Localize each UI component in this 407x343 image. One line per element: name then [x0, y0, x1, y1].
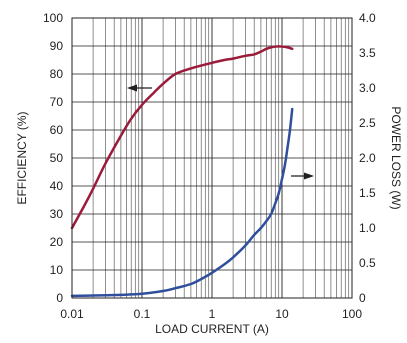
y-tick-label: 90 — [50, 39, 64, 53]
y2-tick-label: 2.0 — [359, 151, 376, 165]
power-loss-axis-arrow-head — [304, 172, 314, 180]
x-tick-label: 10 — [275, 307, 289, 321]
x-tick-label: 0.1 — [134, 307, 151, 321]
y2-axis-title: POWER LOSS (W) — [389, 106, 403, 209]
x-tick-label: 100 — [342, 307, 362, 321]
y-tick-label: 80 — [50, 67, 64, 81]
plot-frame — [71, 17, 353, 299]
y2-tick-label: 1.0 — [359, 221, 376, 235]
y2-tick-label: 3.5 — [359, 46, 376, 60]
efficiency-axis-arrow-head — [127, 84, 137, 92]
y-tick-label: 100 — [43, 11, 63, 25]
y2-tick-label: 0 — [359, 291, 366, 305]
y2-tick-label: 1.5 — [359, 186, 376, 200]
tick-labels: 0.01 0.1 1 10 100 0 10 20 30 40 50 60 70 80 90 100 0 0.5 1… — [43, 11, 376, 321]
y2-tick-label: 2.5 — [359, 116, 376, 130]
x-axis-title: LOAD CURRENT (A) — [155, 322, 269, 336]
y2-tick-label: 0.5 — [359, 256, 376, 270]
y-tick-label: 30 — [50, 207, 64, 221]
y-tick-label: 0 — [56, 291, 63, 305]
y-tick-label: 70 — [50, 95, 64, 109]
y-tick-label: 40 — [50, 179, 64, 193]
power-loss-line — [70, 107, 294, 298]
y-tick-label: 50 — [50, 151, 64, 165]
y-tick-label: 20 — [50, 235, 64, 249]
y2-tick-label: 3.0 — [359, 81, 376, 95]
y-axis-title: EFFICIENCY (%) — [15, 111, 29, 204]
grid — [71, 17, 352, 299]
series-layer — [70, 45, 294, 298]
x-tick-label: 0.01 — [60, 307, 84, 321]
annotations — [127, 84, 314, 180]
x-tick-label: 1 — [209, 307, 216, 321]
y-tick-label: 10 — [50, 263, 64, 277]
y2-tick-label: 4.0 — [359, 11, 376, 25]
y-tick-label: 60 — [50, 123, 64, 137]
efficiency-line — [70, 45, 294, 230]
